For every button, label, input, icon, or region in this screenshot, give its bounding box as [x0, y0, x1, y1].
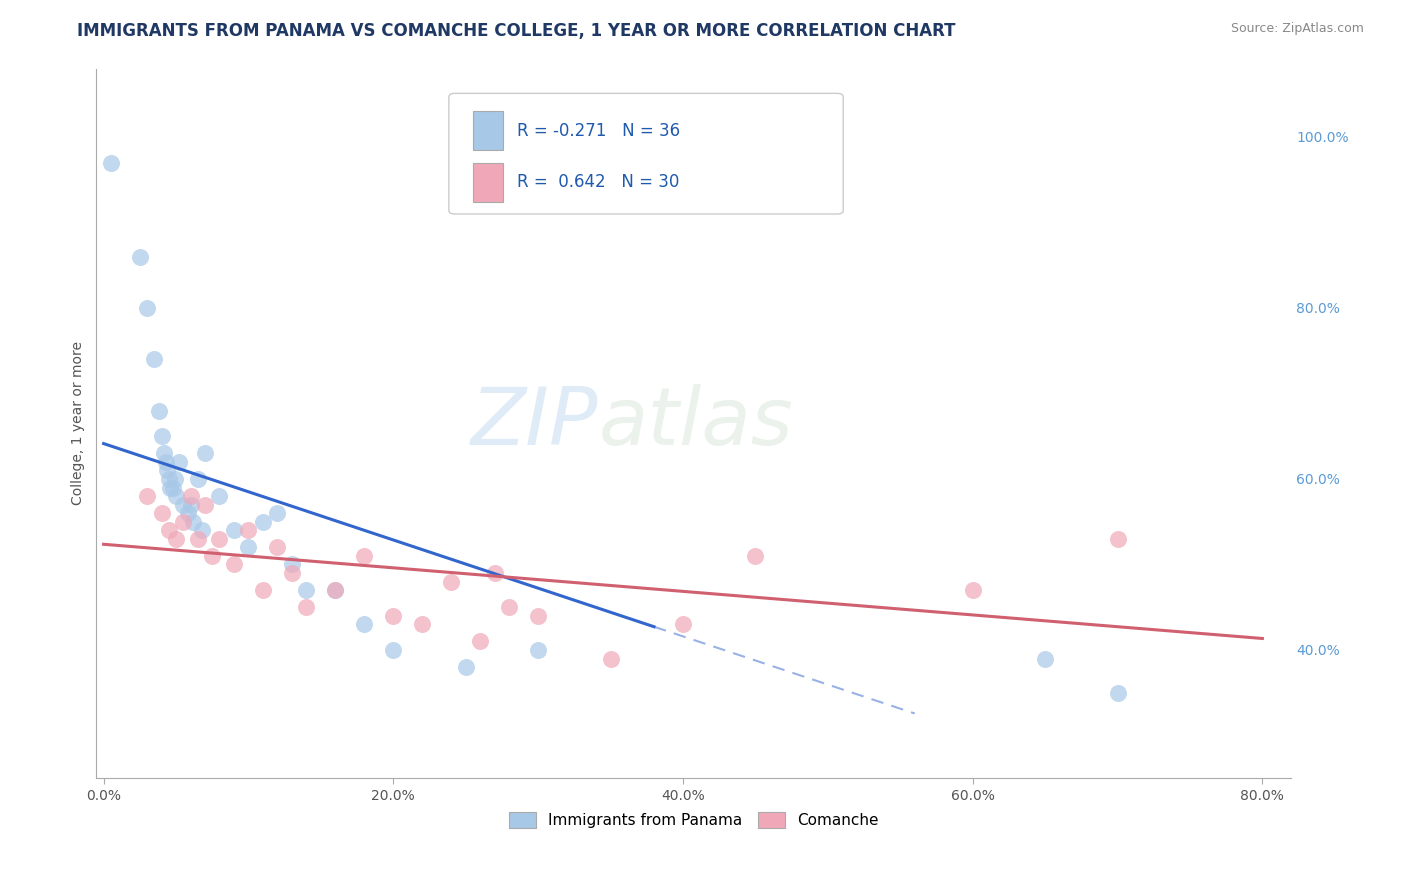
Point	[187, 532, 209, 546]
Y-axis label: College, 1 year or more: College, 1 year or more	[72, 342, 86, 506]
Legend: Immigrants from Panama, Comanche: Immigrants from Panama, Comanche	[502, 805, 886, 834]
Point	[179, 489, 201, 503]
Point	[382, 643, 405, 657]
Text: R =  0.642   N = 30: R = 0.642 N = 30	[517, 173, 679, 191]
Point	[252, 515, 274, 529]
Point	[179, 498, 201, 512]
Point	[411, 617, 433, 632]
Point	[599, 651, 621, 665]
Text: IMMIGRANTS FROM PANAMA VS COMANCHE COLLEGE, 1 YEAR OR MORE CORRELATION CHART: IMMIGRANTS FROM PANAMA VS COMANCHE COLLE…	[77, 22, 956, 40]
Point	[238, 523, 260, 537]
Point	[281, 558, 304, 572]
Point	[208, 489, 231, 503]
Point	[266, 541, 288, 555]
Point	[128, 250, 150, 264]
Point	[382, 608, 405, 623]
Point	[470, 634, 492, 648]
FancyBboxPatch shape	[449, 94, 844, 214]
Point	[150, 429, 173, 443]
Point	[281, 566, 304, 580]
Point	[157, 472, 180, 486]
Point	[150, 506, 173, 520]
Text: R = -0.271   N = 36: R = -0.271 N = 36	[517, 122, 681, 140]
Point	[162, 481, 184, 495]
Point	[172, 515, 194, 529]
Point	[194, 446, 217, 460]
Text: ZIP: ZIP	[471, 384, 598, 462]
Point	[148, 403, 170, 417]
Point	[238, 541, 260, 555]
Point	[155, 455, 177, 469]
Point	[266, 506, 288, 520]
Point	[527, 608, 550, 623]
Point	[201, 549, 224, 563]
Point	[172, 498, 194, 512]
Point	[163, 472, 186, 486]
Point	[156, 463, 179, 477]
Text: atlas: atlas	[598, 384, 793, 462]
Point	[498, 600, 520, 615]
Point	[744, 549, 766, 563]
Point	[454, 660, 477, 674]
Point	[1107, 686, 1129, 700]
Point	[157, 523, 180, 537]
Point	[208, 532, 231, 546]
Point	[165, 489, 187, 503]
Point	[252, 583, 274, 598]
Point	[1107, 532, 1129, 546]
Point	[484, 566, 506, 580]
Point	[100, 155, 122, 169]
Point	[194, 498, 217, 512]
Point	[153, 446, 176, 460]
Point	[353, 617, 375, 632]
Point	[353, 549, 375, 563]
Text: Source: ZipAtlas.com: Source: ZipAtlas.com	[1230, 22, 1364, 36]
Point	[325, 583, 347, 598]
Point	[176, 506, 198, 520]
FancyBboxPatch shape	[472, 112, 503, 151]
FancyBboxPatch shape	[472, 162, 503, 202]
Point	[183, 515, 205, 529]
Point	[962, 583, 984, 598]
Point	[527, 643, 550, 657]
Point	[136, 301, 159, 315]
Point	[1033, 651, 1056, 665]
Point	[165, 532, 187, 546]
Point	[187, 472, 209, 486]
Point	[295, 600, 318, 615]
Point	[440, 574, 463, 589]
Point	[222, 558, 245, 572]
Point	[325, 583, 347, 598]
Point	[167, 455, 190, 469]
Point	[191, 523, 214, 537]
Point	[222, 523, 245, 537]
Point	[672, 617, 695, 632]
Point	[136, 489, 159, 503]
Point	[143, 352, 166, 367]
Point	[295, 583, 318, 598]
Point	[159, 481, 181, 495]
